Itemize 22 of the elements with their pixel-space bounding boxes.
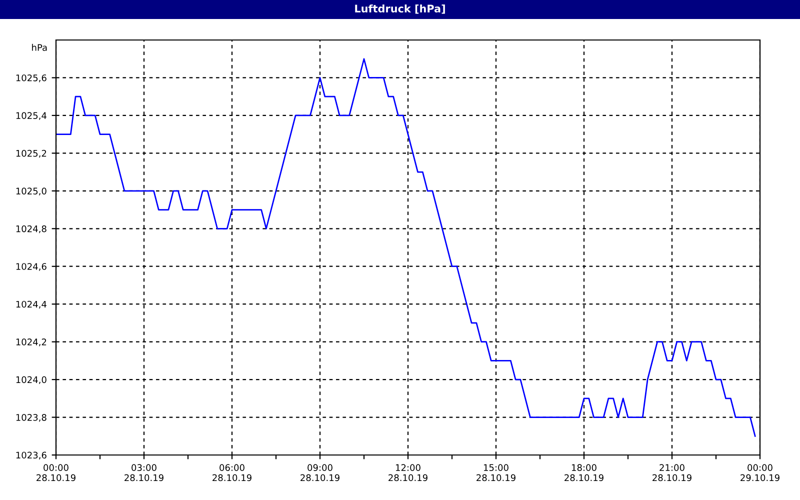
y-tick-label: 1024,0 xyxy=(16,376,46,384)
y-tick-label: 1025,6 xyxy=(16,74,46,82)
x-tick-label: 03:00 28.10.19 xyxy=(124,464,164,482)
x-tick-label: 00:00 28.10.19 xyxy=(36,464,76,482)
y-tick-label: 1025,4 xyxy=(16,112,46,120)
x-tick-label: 09:00 28.10.19 xyxy=(300,464,340,482)
y-tick-label: 1023,8 xyxy=(16,414,46,422)
x-tick-label: 12:00 28.10.19 xyxy=(388,464,428,482)
x-tick-label: 18:00 28.10.19 xyxy=(564,464,604,482)
y-tick-label: 1024,8 xyxy=(16,225,46,234)
y-tick-label: 1023,6 xyxy=(16,452,46,460)
x-tick-label: 00:00 29.10.19 xyxy=(740,464,780,482)
y-tick-label: 1025,0 xyxy=(16,188,46,196)
x-tick-label: 06:00 28.10.19 xyxy=(212,464,252,482)
y-tick-label: 1025,2 xyxy=(16,150,46,158)
y-tick-label: 1024,4 xyxy=(16,300,46,309)
chart-title: Luftdruck [hPa] xyxy=(355,4,445,14)
y-tick-label: 1024,2 xyxy=(16,338,46,346)
x-tick-label: 21:00 28.10.19 xyxy=(652,464,692,482)
x-tick-label: 15:00 28.10.19 xyxy=(476,464,516,482)
y-axis-title: hPa xyxy=(32,44,47,51)
y-tick-label: 1024,6 xyxy=(16,263,46,271)
